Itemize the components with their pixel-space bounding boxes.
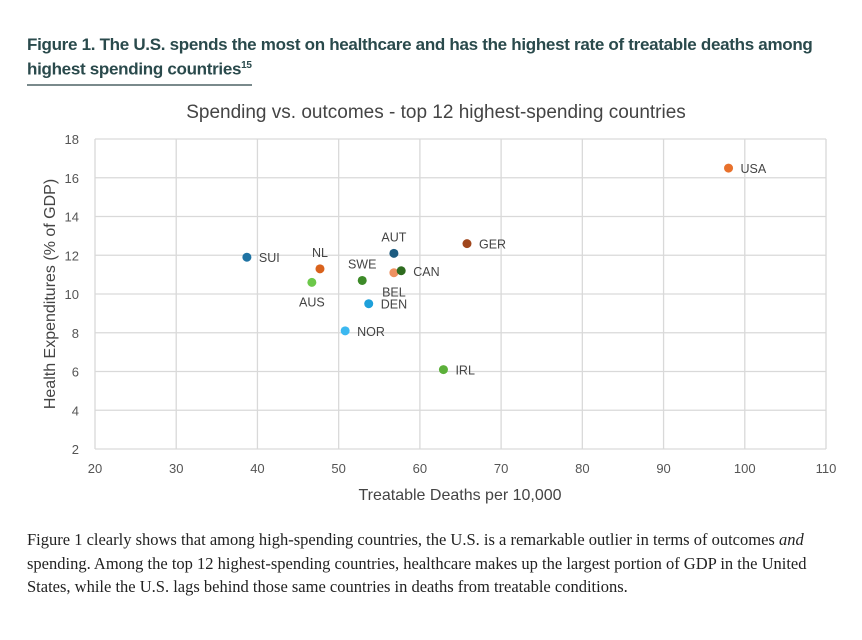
y-tick-label: 4: [72, 403, 79, 418]
x-tick-label: 30: [169, 461, 183, 476]
chart-title: Spending vs. outcomes - top 12 highest-s…: [186, 102, 686, 123]
scatter-chart: Spending vs. outcomes - top 12 highest-s…: [42, 102, 837, 504]
data-label: GER: [479, 238, 506, 252]
figure-title-text: Figure 1. The U.S. spends the most on he…: [27, 35, 813, 79]
title-divider: [27, 84, 252, 86]
x-tick-label: 90: [656, 461, 670, 476]
data-point-aut[interactable]: [389, 248, 399, 258]
y-tick-label: 16: [65, 171, 79, 186]
figure-title: Figure 1. The U.S. spends the most on he…: [27, 34, 847, 80]
x-tick-label: 100: [734, 461, 756, 476]
grid: [94, 138, 827, 450]
data-point-nl[interactable]: [315, 264, 325, 274]
data-point-ger[interactable]: [462, 239, 472, 249]
data-label: NOR: [357, 325, 385, 339]
data-label: AUT: [381, 230, 406, 244]
y-tick-label: 2: [72, 442, 79, 457]
y-tick-label: 8: [72, 326, 79, 341]
x-tick-label: 60: [413, 461, 427, 476]
data-label: IRL: [455, 364, 475, 378]
x-tick-label: 70: [494, 461, 508, 476]
data-point-nor[interactable]: [340, 326, 350, 336]
y-tick-label: 12: [65, 248, 79, 263]
y-tick-label: 14: [65, 210, 79, 225]
data-point-irl[interactable]: [438, 365, 448, 375]
data-label: AUS: [299, 295, 325, 309]
x-tick-label: 80: [575, 461, 589, 476]
data-label: SWE: [348, 257, 376, 271]
data-point-bel[interactable]: [389, 268, 399, 278]
data-point-den[interactable]: [364, 299, 374, 309]
data-label: SUI: [259, 251, 280, 265]
x-tick-label: 20: [88, 461, 102, 476]
x-tick-label: 40: [250, 461, 264, 476]
x-tick-label: 110: [816, 461, 837, 476]
data-label: DEN: [381, 298, 407, 312]
x-axis-label: Treatable Deaths per 10,000: [358, 487, 561, 504]
y-tick-label: 18: [65, 132, 79, 147]
data-point-can[interactable]: [396, 266, 406, 276]
data-point-swe[interactable]: [357, 275, 367, 285]
data-label: USA: [741, 162, 767, 176]
body-paragraph: Figure 1 clearly shows that among high-s…: [27, 530, 807, 596]
y-axis-label: Health Expenditures (% of GDP): [42, 179, 59, 409]
data-label: NL: [312, 246, 328, 260]
data-label: CAN: [413, 265, 439, 279]
data-point-usa[interactable]: [724, 163, 734, 173]
y-tick-label: 6: [72, 365, 79, 380]
x-tick-label: 50: [331, 461, 345, 476]
data-point-aus[interactable]: [307, 277, 317, 287]
data-label: BEL: [382, 286, 406, 300]
y-tick-label: 10: [65, 287, 79, 302]
footnote-ref[interactable]: 15: [241, 60, 252, 71]
data-point-sui[interactable]: [242, 252, 252, 262]
